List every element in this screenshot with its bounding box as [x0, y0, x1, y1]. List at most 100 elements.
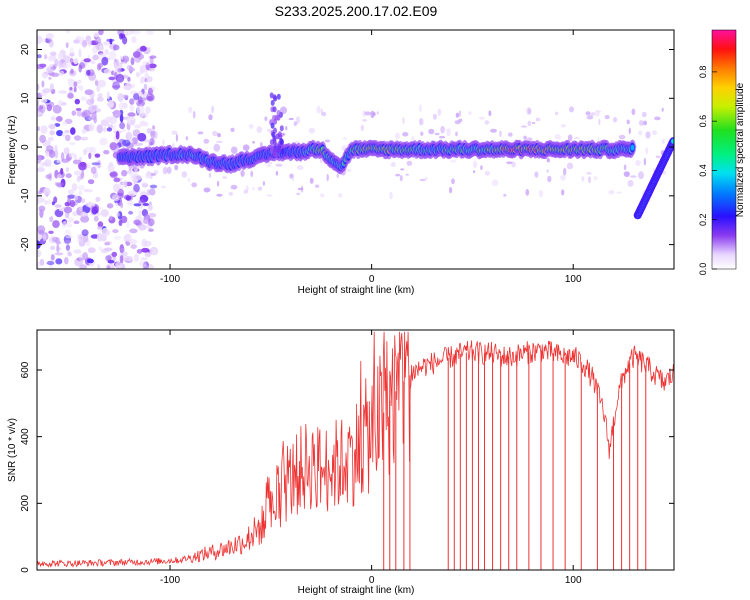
noise-speckle	[128, 210, 134, 215]
noise-speckle	[46, 104, 52, 112]
noise-speckle	[96, 124, 103, 134]
noise-speckle	[133, 92, 140, 101]
faint-speckle	[187, 176, 191, 183]
faint-speckle	[419, 118, 423, 125]
noise-speckle	[148, 67, 156, 72]
noise-speckle	[137, 132, 147, 142]
noise-speckle	[112, 229, 119, 234]
faint-speckle	[395, 173, 401, 177]
faint-speckle	[285, 126, 288, 131]
noise-speckle	[120, 215, 128, 224]
noise-speckle	[106, 203, 114, 209]
faint-speckle	[446, 128, 451, 137]
faint-speckle	[402, 117, 405, 124]
faint-speckle	[376, 111, 379, 115]
noise-speckle	[112, 109, 121, 119]
spray-speckle	[276, 93, 281, 100]
noise-speckle	[91, 111, 97, 121]
noise-speckle	[86, 202, 96, 207]
faint-speckle	[623, 171, 630, 178]
noise-speckle	[86, 98, 94, 106]
spray-speckle	[272, 151, 276, 158]
noise-speckle	[74, 98, 81, 105]
noise-speckle	[60, 167, 64, 175]
spray-speckle	[272, 94, 277, 101]
noise-speckle	[119, 33, 123, 40]
faint-speckle	[364, 111, 371, 116]
faint-speckle	[172, 142, 175, 149]
y-tick-label: 0	[20, 144, 31, 150]
faint-speckle	[188, 106, 193, 114]
faint-speckle	[641, 111, 647, 118]
x-tick-label: -100	[160, 274, 180, 285]
noise-speckle	[131, 83, 135, 89]
faint-speckle	[370, 110, 375, 119]
noise-speckle	[98, 30, 104, 36]
faint-speckle	[174, 164, 179, 171]
noise-speckle	[147, 218, 155, 227]
faint-speckle	[240, 169, 245, 177]
noise-speckle	[79, 173, 83, 180]
noise-speckle	[98, 52, 105, 57]
noise-speckle	[58, 90, 67, 94]
noise-speckle	[44, 200, 48, 206]
noise-speckle	[109, 142, 118, 151]
noise-speckle	[64, 134, 71, 142]
noise-speckle	[56, 244, 60, 253]
noise-speckle	[112, 81, 120, 90]
noise-speckle	[96, 232, 103, 242]
noise-speckle	[113, 235, 122, 240]
noise-speckle	[45, 145, 54, 153]
noise-speckle	[105, 241, 113, 245]
noise-speckle	[45, 174, 52, 180]
faint-speckle	[419, 178, 426, 182]
noise-speckle	[100, 209, 109, 218]
faint-speckle	[520, 125, 528, 128]
noise-speckle	[50, 245, 56, 251]
spray-speckle	[272, 106, 277, 113]
noise-speckle	[145, 78, 151, 83]
faint-speckle	[266, 128, 272, 133]
spray-speckle	[279, 137, 284, 144]
faint-speckle	[175, 133, 178, 142]
noise-speckle	[101, 227, 109, 236]
noise-speckle	[139, 92, 143, 96]
noise-speckle	[79, 62, 85, 69]
noise-speckle	[82, 252, 88, 261]
faint-speckle	[400, 168, 405, 171]
faint-speckle	[507, 132, 513, 137]
faint-speckle	[588, 176, 591, 184]
faint-speckle	[230, 184, 238, 190]
noise-speckle	[119, 114, 124, 123]
faint-speckle	[523, 135, 527, 140]
noise-speckle	[136, 99, 146, 107]
faint-speckle	[181, 171, 188, 178]
noise-speckle	[112, 85, 121, 89]
noise-speckle	[124, 180, 128, 188]
noise-speckle	[70, 68, 74, 75]
noise-speckle	[130, 57, 135, 66]
faint-speckle	[598, 118, 601, 126]
noise-speckle	[37, 155, 42, 164]
spectrogram-y-label: Frequency (Hz)	[7, 116, 18, 185]
faint-speckle	[472, 160, 478, 169]
noise-speckle	[139, 97, 147, 101]
faint-speckle	[250, 170, 254, 177]
faint-speckle	[526, 107, 531, 115]
faint-speckle	[525, 189, 530, 196]
noise-speckle	[40, 125, 48, 134]
faint-speckle	[389, 191, 393, 200]
noise-speckle	[79, 264, 87, 269]
noise-speckle	[119, 55, 124, 60]
snr-y-label: SNR (10 * v/v)	[7, 418, 18, 482]
noise-speckle	[142, 202, 150, 207]
noise-speckle	[67, 61, 72, 69]
noise-speckle	[117, 68, 122, 73]
snr-marks	[37, 331, 674, 570]
noise-speckle	[62, 121, 67, 126]
faint-speckle	[585, 111, 591, 116]
noise-speckle	[63, 220, 72, 224]
faint-speckle	[623, 164, 627, 171]
noise-speckle	[151, 249, 156, 255]
colorbar-ticks: 0.0 0.2 0.4 0.6 0.8	[698, 66, 717, 275]
